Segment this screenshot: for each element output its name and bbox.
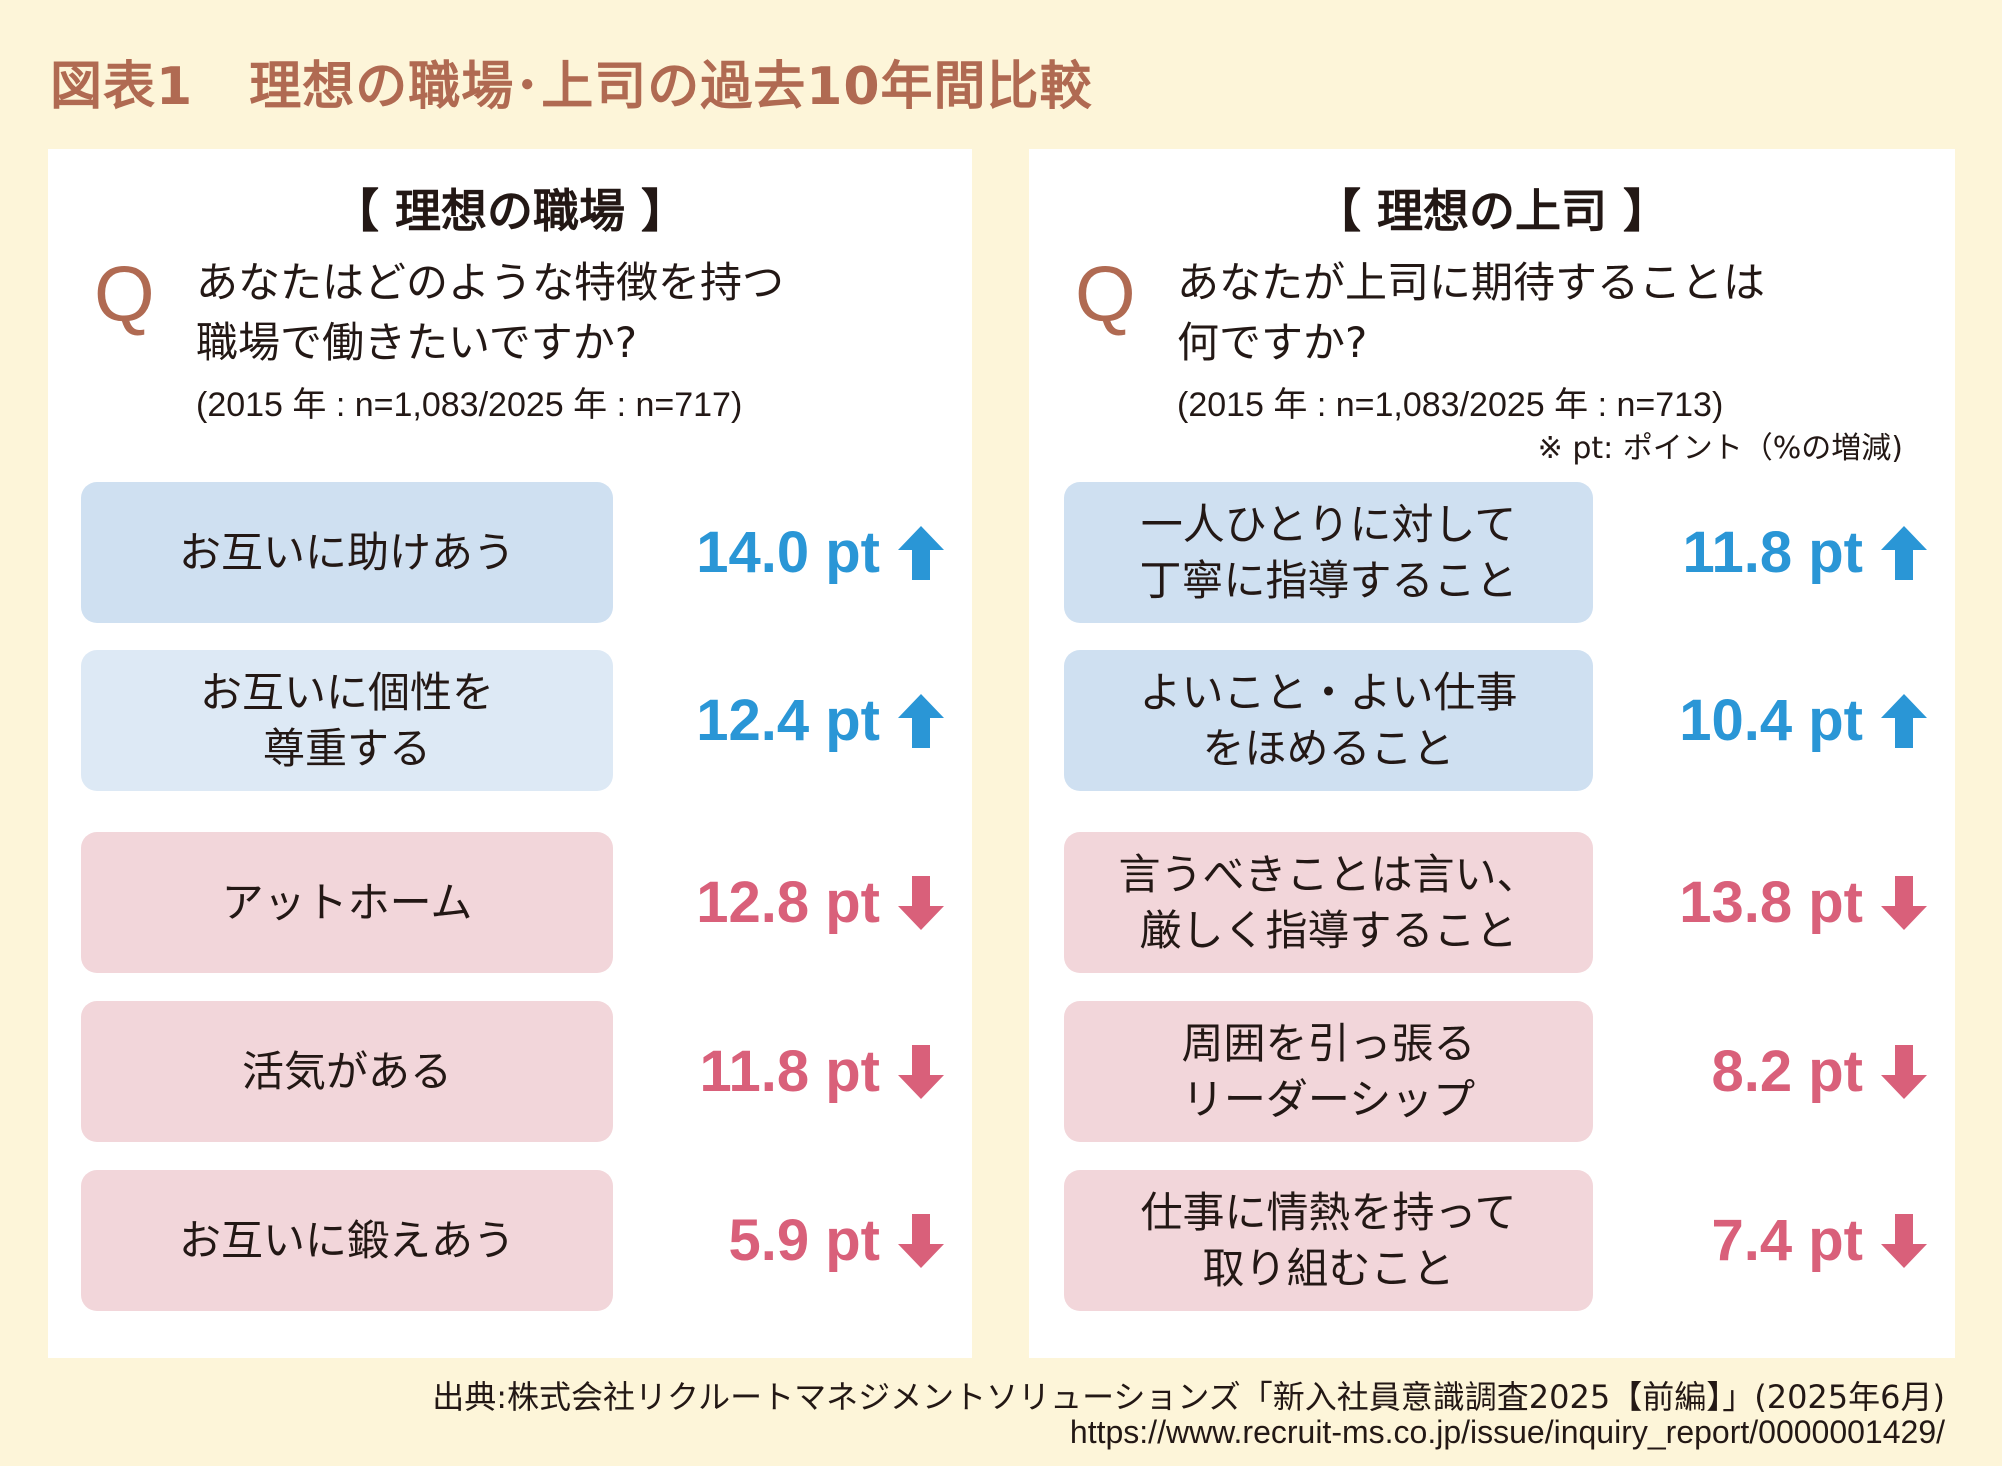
list-item-label: アットホーム: [81, 832, 613, 973]
item-label: お互いに助けあう: [178, 527, 515, 577]
item-label: 活気がある: [241, 1046, 452, 1096]
value-text: 7.4 pt: [1711, 1208, 1864, 1273]
item-label: 言うべきことは言い、 厳しく指導すること: [1118, 849, 1539, 955]
arrow-down-icon: [898, 875, 944, 930]
item-value: 7.4 pt: [1711, 1170, 1927, 1311]
figure-label: 図表1: [50, 57, 194, 117]
panel-heading: 【 理想の上司 】: [1314, 184, 1670, 238]
item-label: 周囲を引っ張る リーダーシップ: [1181, 1018, 1476, 1124]
arrow-down-icon: [1881, 1213, 1927, 1268]
list-item-label: お互いに助けあう: [81, 482, 613, 623]
list-item-label: 一人ひとりに対して 丁寧に指導すること: [1064, 482, 1593, 623]
item-label: お互いに鍛えあう: [178, 1215, 515, 1265]
arrow-up-icon: [898, 525, 944, 580]
item-label: よいこと・よい仕事 をほめること: [1139, 667, 1518, 773]
source-citation: 出典:株式会社リクルートマネジメントソリューションズ「新入社員意識調査2025【…: [432, 1378, 1945, 1416]
item-value: 12.8 pt: [696, 832, 944, 973]
value-text: 10.4 pt: [1679, 688, 1863, 753]
ideal-workplace-panel: 【 理想の職場 】 Q あなたはどのような特徴を持つ 職場で働きたいですか? (…: [48, 149, 972, 1358]
item-label: 仕事に情熱を持って 取り組むこと: [1140, 1187, 1517, 1293]
question-line-1: あなたはどのような特徴を持つ: [196, 258, 785, 307]
source-url: https://www.recruit-ms.co.jp/issue/inqui…: [1069, 1414, 1945, 1450]
list-item-label: 言うべきことは言い、 厳しく指導すること: [1064, 832, 1593, 973]
question-line-1: あなたが上司に期待することは: [1177, 258, 1766, 307]
list-item-label: 周囲を引っ張る リーダーシップ: [1064, 1001, 1593, 1142]
question-text: あなたはどのような特徴を持つ 職場で働きたいですか?: [196, 253, 784, 373]
item-value: 8.2 pt: [1711, 1001, 1927, 1142]
item-label: お互いに個性を 尊重する: [199, 667, 494, 773]
item-label: 一人ひとりに対して 丁寧に指導すること: [1139, 499, 1518, 605]
question-line-2: 何ですか?: [1177, 318, 1368, 367]
arrow-up-icon: [1881, 693, 1927, 748]
ideal-boss-panel: 【 理想の上司 】 Q あなたが上司に期待することは 何ですか? (2015 年…: [1029, 149, 1955, 1358]
list-item-label: 活気がある: [81, 1001, 613, 1142]
arrow-up-icon: [1881, 525, 1927, 580]
arrow-down-icon: [1881, 875, 1927, 930]
item-label: アットホーム: [221, 877, 473, 927]
value-text: 12.4 pt: [696, 688, 880, 753]
item-value: 12.4 pt: [696, 650, 944, 791]
arrow-down-icon: [1881, 1044, 1927, 1099]
list-item-label: お互いに鍛えあう: [81, 1170, 613, 1311]
item-value: 10.4 pt: [1679, 650, 1927, 791]
list-item-label: お互いに個性を 尊重する: [81, 650, 613, 791]
item-value: 11.8 pt: [1682, 482, 1927, 623]
question-q-icon: Q: [94, 250, 155, 338]
item-value: 14.0 pt: [696, 482, 944, 623]
arrow-down-icon: [898, 1044, 944, 1099]
value-text: 5.9 pt: [728, 1208, 881, 1273]
question-text: あなたが上司に期待することは 何ですか?: [1177, 253, 1765, 373]
unit-note: ※ pt: ポイント（%の増減): [1537, 431, 1903, 466]
question-line-2: 職場で働きたいですか?: [196, 318, 638, 367]
sample-size: (2015 年 : n=1,083/2025 年 : n=713): [1177, 386, 1724, 424]
value-text: 12.8 pt: [696, 870, 880, 935]
arrow-down-icon: [898, 1213, 944, 1268]
question-q-icon: Q: [1075, 250, 1136, 338]
figure-title: 図表1 理想の職場･上司の過去10年間比較: [50, 44, 1093, 119]
figure-title-text: 理想の職場･上司の過去10年間比較: [249, 57, 1093, 117]
sample-size: (2015 年 : n=1,083/2025 年 : n=717): [196, 386, 743, 424]
value-text: 11.8 pt: [1682, 520, 1863, 585]
value-text: 13.8 pt: [1679, 870, 1863, 935]
panel-heading: 【 理想の職場 】: [332, 184, 688, 238]
list-item-label: 仕事に情熱を持って 取り組むこと: [1064, 1170, 1593, 1311]
value-text: 11.8 pt: [699, 1039, 880, 1104]
arrow-up-icon: [898, 693, 944, 748]
item-value: 11.8 pt: [699, 1001, 944, 1142]
value-text: 14.0 pt: [696, 520, 880, 585]
value-text: 8.2 pt: [1711, 1039, 1864, 1104]
item-value: 13.8 pt: [1679, 832, 1927, 973]
item-value: 5.9 pt: [728, 1170, 944, 1311]
list-item-label: よいこと・よい仕事 をほめること: [1064, 650, 1593, 791]
